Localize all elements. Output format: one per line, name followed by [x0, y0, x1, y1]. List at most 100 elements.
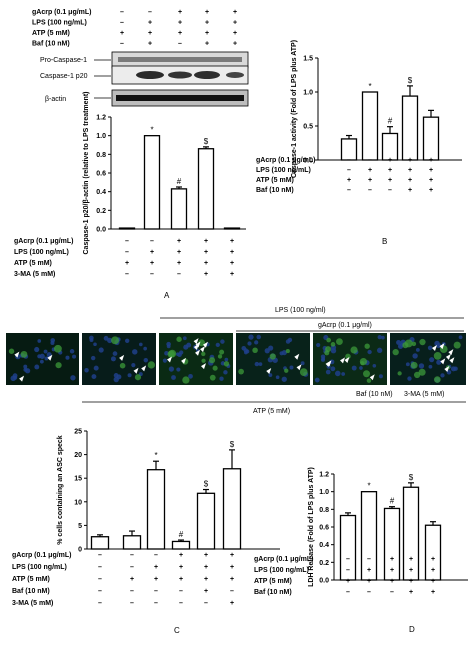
arrowhead-icon	[14, 351, 20, 358]
significance-mark: $	[408, 76, 413, 85]
arrowhead-icon	[294, 353, 300, 360]
nucleus	[450, 366, 456, 372]
ma-label: 3-MA (5 mM)	[404, 391, 444, 398]
nucleus	[440, 373, 445, 378]
nucleus	[281, 350, 287, 356]
arrowhead-icon	[133, 367, 139, 374]
green-signal	[208, 357, 216, 364]
green-signal	[363, 370, 371, 378]
condition-value: –	[230, 588, 234, 595]
condition-label: ATP (5 mM)	[254, 578, 292, 585]
condition-label: LPS (100 ng/mL)	[254, 567, 309, 574]
condition-value: –	[130, 552, 134, 559]
condition-value: +	[409, 589, 413, 596]
nucleus	[89, 338, 94, 342]
nucleus	[69, 349, 75, 354]
y-tick-label: 0	[78, 547, 82, 554]
p20-band	[136, 71, 164, 79]
condition-value: –	[367, 589, 371, 596]
condition-value: –	[179, 600, 183, 607]
nucleus	[179, 350, 184, 355]
pro-caspase-band	[118, 57, 242, 62]
significance-mark: *	[150, 126, 153, 135]
nucleus	[428, 364, 433, 369]
nucleus	[287, 337, 293, 343]
arrowhead-icon	[200, 346, 206, 353]
condition-value: +	[431, 578, 435, 585]
condition-value: –	[390, 589, 394, 596]
y-axis-label: Caspase-1 activity (Fold of LPS plus ATP…	[291, 40, 298, 178]
significance-mark: *	[154, 451, 157, 460]
condition-value: +	[230, 552, 234, 559]
condition-value: +	[125, 260, 129, 267]
nucleus	[245, 349, 250, 354]
condition-value: +	[367, 567, 371, 574]
y-tick-label: 10	[74, 499, 82, 506]
y-axis-label: % cells containing an ASC speck	[57, 435, 64, 545]
blot-condition-value: +	[148, 41, 152, 48]
blot-condition-value: –	[120, 41, 124, 48]
arrowhead-icon	[19, 375, 25, 382]
nucleus	[341, 372, 346, 376]
condition-value: +	[429, 157, 433, 164]
condition-label: Baf (10 nM)	[256, 187, 294, 194]
nucleus	[23, 364, 28, 369]
condition-value: –	[346, 589, 350, 596]
green-signal	[433, 376, 441, 383]
green-signal	[209, 374, 216, 381]
nucleus	[314, 377, 320, 383]
condition-value: +	[230, 600, 234, 607]
condition-value: +	[368, 167, 372, 174]
condition-value: –	[154, 600, 158, 607]
green-signal	[410, 361, 418, 369]
nucleus	[429, 357, 435, 363]
nucleus	[138, 342, 143, 347]
nucleus	[223, 370, 228, 375]
blot-condition-value: –	[178, 41, 182, 48]
bar	[170, 188, 188, 230]
nucleus	[93, 342, 97, 347]
arrowhead-icon	[340, 357, 346, 364]
condition-label: 3-MA (5 mM)	[14, 271, 55, 278]
chart-a: 0.0 0.2 0.4 0.6 0.8 1.0 1.2 Caspase-1 p20/β-act…	[14, 92, 246, 278]
nucleus	[24, 368, 31, 374]
blot-condition-value: +	[233, 30, 237, 37]
green-signal	[326, 337, 331, 343]
condition-value: +	[409, 556, 413, 563]
blot-condition-value: +	[205, 41, 209, 48]
condition-value: +	[388, 157, 392, 164]
green-signal	[147, 361, 155, 369]
western-blot: gAcrp (0.1 μg/mL) – – + + + LPS (100 ng/mL) – + +…	[32, 9, 249, 107]
condition-value: +	[154, 564, 158, 571]
nucleus	[37, 339, 42, 343]
nucleus	[372, 363, 377, 368]
condition-value: +	[204, 249, 208, 256]
nucleus	[220, 339, 225, 344]
condition-value: +	[130, 576, 134, 583]
nucleus	[396, 340, 401, 345]
bar	[143, 135, 161, 230]
condition-value: +	[409, 567, 413, 574]
nucleus	[219, 376, 224, 381]
green-signal	[212, 365, 218, 371]
nucleus	[256, 334, 261, 340]
condition-label: gAcrp (0.1 μg/mL)	[254, 556, 314, 563]
y-tick-label: 0.6	[96, 171, 106, 178]
nucleus	[113, 376, 119, 383]
condition-label: Baf (10 nM)	[254, 589, 292, 596]
green-signal	[269, 353, 276, 360]
condition-value: +	[388, 167, 392, 174]
nucleus	[39, 353, 45, 359]
condition-value: –	[125, 249, 129, 256]
condition-value: +	[177, 260, 181, 267]
bar	[222, 468, 242, 550]
nucleus	[334, 370, 341, 377]
y-tick-label: 0.0	[319, 578, 329, 585]
condition-value: +	[230, 271, 234, 278]
band-label: Pro-Caspase-1	[40, 57, 87, 64]
nucleus	[91, 374, 97, 380]
condition-value: –	[347, 187, 351, 194]
nucleus	[436, 359, 442, 365]
blot-condition-value: +	[233, 9, 237, 16]
arrowhead-icon	[193, 338, 199, 345]
